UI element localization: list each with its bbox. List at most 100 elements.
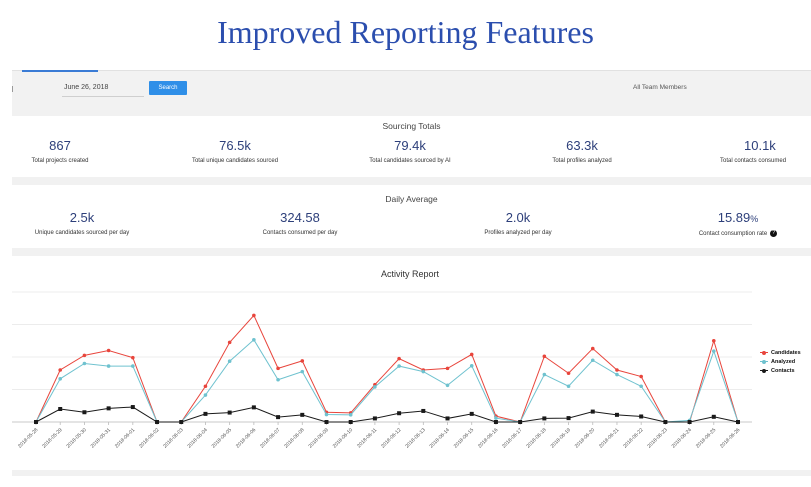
data-point[interactable]: [397, 356, 401, 361]
data-point[interactable]: [590, 358, 595, 363]
data-point[interactable]: [106, 348, 111, 353]
metric-value: 79.4k: [394, 138, 426, 153]
data-point[interactable]: [566, 416, 571, 421]
data-point[interactable]: [179, 420, 184, 424]
data-point[interactable]: [639, 414, 644, 419]
data-point[interactable]: [106, 364, 111, 368]
metric-value: 76.5k: [219, 138, 251, 153]
x-tick-label: 2018-06-06: [235, 427, 257, 449]
data-point[interactable]: [518, 420, 523, 424]
data-point[interactable]: [251, 405, 256, 410]
x-tick-label: 2018-06-07: [259, 427, 281, 449]
section-separator: [12, 110, 811, 116]
x-tick-label: 2018-05-31: [90, 427, 112, 449]
data-point[interactable]: [203, 384, 208, 389]
data-point[interactable]: [566, 371, 571, 376]
data-point[interactable]: [276, 366, 280, 371]
metric-label: Unique candidates sourced per day: [34, 230, 130, 236]
data-point[interactable]: [639, 374, 643, 379]
data-point[interactable]: [687, 420, 692, 424]
metric-total-projects: 867 Total projects created: [20, 138, 100, 164]
metric-unique-candidates: 76.5k Total unique candidates sourced: [180, 138, 290, 164]
x-tick-label: 2018-06-26: [719, 427, 741, 449]
data-point[interactable]: [324, 412, 329, 417]
data-point[interactable]: [736, 420, 740, 424]
data-point[interactable]: [82, 410, 87, 415]
data-point[interactable]: [131, 355, 135, 360]
data-point[interactable]: [58, 368, 63, 372]
x-tick-label: 2018-06-21: [598, 427, 620, 449]
metric-profiles-per-day: 2.0k Profiles analyzed per day: [470, 210, 566, 236]
data-point[interactable]: [373, 385, 377, 389]
data-point[interactable]: [542, 354, 547, 359]
data-point[interactable]: [469, 352, 474, 357]
data-point[interactable]: [252, 337, 256, 342]
data-point[interactable]: [372, 416, 377, 421]
data-point[interactable]: [58, 376, 63, 381]
data-point[interactable]: [227, 340, 232, 345]
data-point[interactable]: [711, 338, 716, 343]
data-point[interactable]: [227, 359, 232, 364]
data-point[interactable]: [131, 364, 135, 368]
data-point[interactable]: [590, 409, 595, 414]
data-point[interactable]: [397, 411, 402, 416]
data-point[interactable]: [276, 415, 281, 420]
data-point[interactable]: [663, 420, 668, 424]
x-tick-label: 2018-06-08: [283, 427, 305, 449]
data-point[interactable]: [82, 361, 87, 366]
data-point[interactable]: [615, 372, 619, 377]
data-point[interactable]: [34, 420, 38, 424]
metric-candidates-per-day: 2.5k Unique candidates sourced per day: [22, 210, 142, 236]
data-point[interactable]: [58, 407, 63, 411]
data-point[interactable]: [227, 410, 232, 415]
date-input[interactable]: June 26, 2018: [62, 80, 144, 97]
data-point[interactable]: [639, 384, 643, 389]
data-point[interactable]: [711, 414, 716, 419]
data-point[interactable]: [397, 364, 401, 368]
data-point[interactable]: [494, 416, 498, 420]
series-line-1: [35, 339, 739, 423]
data-point[interactable]: [542, 416, 547, 421]
data-point[interactable]: [542, 372, 547, 377]
data-point[interactable]: [469, 363, 474, 368]
data-point[interactable]: [203, 393, 208, 397]
data-point[interactable]: [566, 384, 571, 389]
data-point[interactable]: [615, 368, 619, 372]
metric-label: Contacts consumed per day: [262, 230, 338, 236]
metric-label: Contact consumption rate?: [682, 230, 794, 237]
data-point[interactable]: [421, 408, 426, 413]
legend-label: Analyzed: [771, 359, 796, 365]
data-point[interactable]: [469, 411, 474, 416]
data-point[interactable]: [348, 420, 353, 424]
data-point[interactable]: [445, 416, 450, 421]
data-point[interactable]: [203, 411, 208, 416]
data-point[interactable]: [421, 369, 426, 374]
data-point[interactable]: [493, 420, 498, 424]
data-point[interactable]: [300, 412, 305, 417]
data-point[interactable]: [300, 359, 305, 363]
data-point[interactable]: [711, 349, 716, 353]
data-point[interactable]: [106, 406, 111, 411]
data-point[interactable]: [155, 420, 160, 424]
data-point[interactable]: [252, 313, 256, 318]
metric-value: 324.58: [280, 210, 320, 225]
data-point[interactable]: [324, 420, 329, 424]
search-button[interactable]: Search: [149, 81, 187, 95]
data-point[interactable]: [445, 366, 450, 371]
x-tick-label: 2018-06-03: [162, 427, 184, 449]
data-point[interactable]: [445, 383, 450, 388]
help-icon[interactable]: ?: [770, 230, 778, 237]
data-point[interactable]: [590, 346, 595, 351]
x-tick-label: 2018-06-23: [646, 427, 668, 449]
data-point[interactable]: [130, 405, 135, 410]
data-point[interactable]: [614, 412, 619, 417]
data-point[interactable]: [276, 377, 280, 382]
x-tick-label: 2018-06-22: [622, 427, 644, 449]
data-point[interactable]: [300, 369, 305, 374]
data-point[interactable]: [82, 353, 87, 358]
data-point[interactable]: [348, 413, 353, 417]
team-member-select[interactable]: All Team Members: [633, 84, 687, 91]
legend-item-candidates[interactable]: Candidates: [760, 349, 811, 358]
legend-item-analyzed[interactable]: Analyzed: [760, 358, 811, 367]
legend-item-contacts[interactable]: Contacts: [760, 367, 811, 376]
